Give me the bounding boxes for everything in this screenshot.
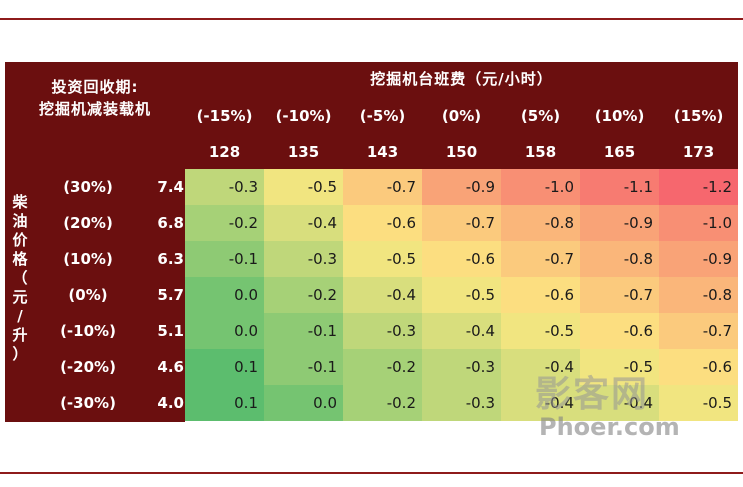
table-cell: -0.6 xyxy=(580,313,659,349)
column-pct-label: (0%) xyxy=(441,107,482,125)
table-cell: -0.5 xyxy=(343,241,422,277)
table-cell: -0.7 xyxy=(343,169,422,205)
top-rule xyxy=(0,18,743,20)
column-value-label: 128 xyxy=(208,143,241,161)
table-cell: 0.0 xyxy=(185,277,264,313)
column-pct-label: (-15%) xyxy=(196,107,253,125)
table-cell: -0.4 xyxy=(264,205,343,241)
table-cell: -0.2 xyxy=(343,349,422,385)
table-cell: -0.6 xyxy=(343,205,422,241)
table-cell: -0.4 xyxy=(422,313,501,349)
table-cell: -0.3 xyxy=(264,241,343,277)
table-cell: -0.6 xyxy=(501,277,580,313)
sensitivity-table: -0.3 -0.5 -0.7 -0.9 -1.0 -1.1 -1.2 -0.2 -0.4 -0.6… xyxy=(185,169,738,422)
column-pct-label: (10%) xyxy=(594,107,645,125)
table-cell: -0.3 xyxy=(185,169,264,205)
table-cell: -0.3 xyxy=(422,349,501,385)
column-pct-label: (15%) xyxy=(673,107,724,125)
table-cell: -0.2 xyxy=(343,385,422,421)
row-axis-title-char: （ xyxy=(12,269,28,287)
table-cell: -0.1 xyxy=(185,241,264,277)
row-axis-title-char: 格 xyxy=(12,250,28,268)
column-pct-label: (5%) xyxy=(520,107,561,125)
table-cell: 0.0 xyxy=(264,385,343,421)
column-pct-label: (-5%) xyxy=(359,107,406,125)
table-cell: 0.1 xyxy=(185,349,264,385)
table-cell: -0.4 xyxy=(501,349,580,385)
table-cell: -0.9 xyxy=(580,205,659,241)
column-value-label: 158 xyxy=(524,143,557,161)
row-pct-label: (-10%) xyxy=(60,322,116,340)
table-cell: -0.3 xyxy=(343,313,422,349)
row-axis-title: 柴油价格（元 / 升） xyxy=(8,193,32,364)
bottom-rule xyxy=(0,472,743,474)
row-value-label: 5.1 xyxy=(157,322,184,340)
corner-title-line2: 挖掘机减装载机 xyxy=(38,100,151,118)
column-value-label: 165 xyxy=(603,143,636,161)
row-axis-title-char: ） xyxy=(12,345,28,363)
table-cell: -0.7 xyxy=(659,313,738,349)
row-pct-label: (30%) xyxy=(63,178,113,196)
table-cell: -0.8 xyxy=(501,205,580,241)
row-header-panel xyxy=(5,172,185,422)
table-cell: -0.8 xyxy=(580,241,659,277)
table-cell: -0.7 xyxy=(422,205,501,241)
table-cell: -0.8 xyxy=(659,277,738,313)
table-cell: -0.6 xyxy=(659,349,738,385)
row-value-label: 5.7 xyxy=(157,286,184,304)
table-cell: -0.9 xyxy=(659,241,738,277)
table-cell: -1.2 xyxy=(659,169,738,205)
header-band xyxy=(5,62,738,172)
row-value-label: 4.6 xyxy=(157,358,184,376)
row-pct-label: (20%) xyxy=(63,214,113,232)
table-cell: -0.4 xyxy=(501,385,580,421)
table-cell: -0.2 xyxy=(185,205,264,241)
table-cell: -1.1 xyxy=(580,169,659,205)
table-cell: -0.7 xyxy=(501,241,580,277)
row-axis-title-char: 柴 xyxy=(12,193,28,211)
table-cell: -0.1 xyxy=(264,349,343,385)
column-axis-title: 挖掘机台班费（元/小时） xyxy=(370,70,553,88)
row-axis-title-char: 元 xyxy=(12,288,28,306)
column-pct-label: (-10%) xyxy=(275,107,332,125)
table-cell: -0.4 xyxy=(343,277,422,313)
table-cell: -0.1 xyxy=(264,313,343,349)
table-cell: -0.5 xyxy=(264,169,343,205)
row-value-label: 7.4 xyxy=(157,178,184,196)
column-value-label: 150 xyxy=(445,143,478,161)
table-cell: -0.2 xyxy=(264,277,343,313)
row-pct-label: (-20%) xyxy=(60,358,116,376)
table-cell: 0.0 xyxy=(185,313,264,349)
table-cell: -1.0 xyxy=(501,169,580,205)
row-axis-title-char: 油 xyxy=(12,212,28,230)
table-cell: -0.9 xyxy=(422,169,501,205)
column-value-label: 143 xyxy=(366,143,399,161)
table-cell: -0.6 xyxy=(422,241,501,277)
table-cell: -0.5 xyxy=(659,385,738,421)
row-value-label: 4.0 xyxy=(157,394,184,412)
row-axis-title-char: 升 xyxy=(12,326,28,344)
row-value-label: 6.8 xyxy=(157,214,184,232)
table-cell: -0.3 xyxy=(422,385,501,421)
corner-title-line1: 投资回收期: xyxy=(51,78,139,96)
column-value-label: 135 xyxy=(287,143,320,161)
table-cell: -0.5 xyxy=(580,349,659,385)
row-value-label: 6.3 xyxy=(157,250,184,268)
row-axis-title-char: 价 xyxy=(12,231,28,249)
table-cell: -0.4 xyxy=(580,385,659,421)
table-cell: -0.5 xyxy=(501,313,580,349)
row-pct-label: (10%) xyxy=(63,250,113,268)
row-pct-label: (0%) xyxy=(68,286,108,304)
row-axis-title-char: / xyxy=(17,307,23,325)
column-value-label: 173 xyxy=(682,143,715,161)
row-pct-label: (-30%) xyxy=(60,394,116,412)
table-cell: -1.0 xyxy=(659,205,738,241)
table-cell: -0.7 xyxy=(580,277,659,313)
table-cell: 0.1 xyxy=(185,385,264,421)
table-cell: -0.5 xyxy=(422,277,501,313)
